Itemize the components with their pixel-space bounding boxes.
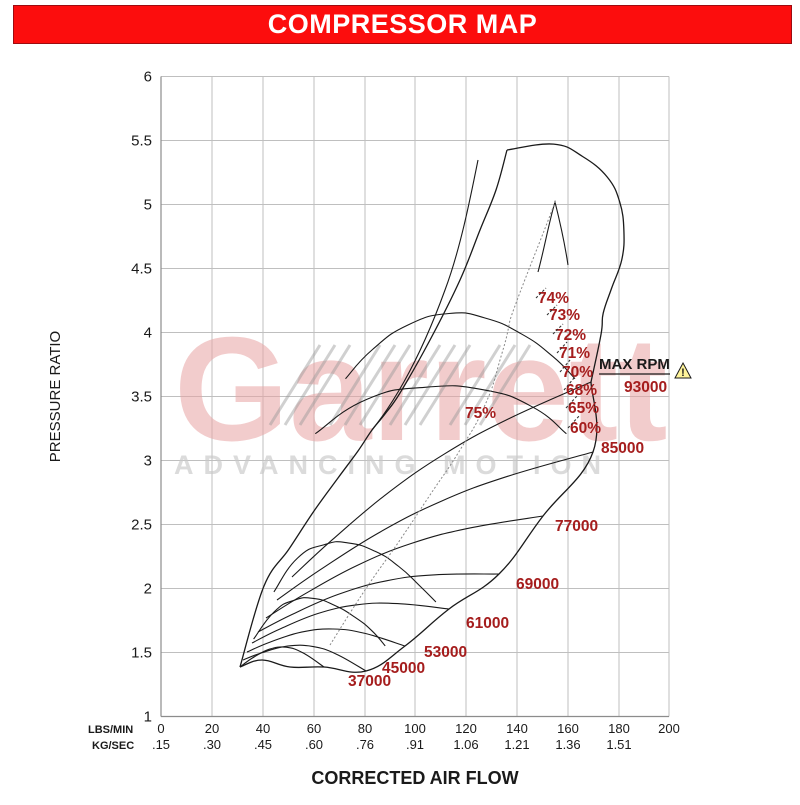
svg-text:.76: .76 [356,737,374,752]
svg-text:85000: 85000 [601,440,644,457]
svg-text:180: 180 [608,721,630,736]
svg-text:70%: 70% [562,364,593,381]
svg-text:75%: 75% [465,405,496,422]
svg-text:6: 6 [144,69,152,86]
svg-text:1.5: 1.5 [131,645,152,662]
svg-text:1.06: 1.06 [453,737,478,752]
svg-text:0: 0 [157,721,164,736]
svg-text:.30: .30 [203,737,221,752]
svg-text:100: 100 [404,721,426,736]
svg-text:73%: 73% [549,307,580,324]
svg-text:.60: .60 [305,737,323,752]
svg-text:.45: .45 [254,737,272,752]
svg-text:69000: 69000 [516,576,559,593]
svg-text:4: 4 [144,325,152,342]
svg-text:77000: 77000 [555,518,598,535]
svg-text:140: 140 [506,721,528,736]
svg-text:MAX RPM: MAX RPM [599,356,670,373]
svg-text:!: ! [681,367,685,379]
svg-text:1.51: 1.51 [606,737,631,752]
svg-text:120: 120 [455,721,477,736]
svg-text:CORRECTED AIR FLOW: CORRECTED AIR FLOW [311,768,518,788]
svg-text:65%: 65% [568,400,599,417]
svg-text:60: 60 [307,721,321,736]
svg-text:68%: 68% [566,382,597,399]
svg-text:PRESSURE RATIO: PRESSURE RATIO [47,331,64,462]
svg-text:60%: 60% [570,420,601,437]
svg-text:74%: 74% [538,290,569,307]
svg-text:2: 2 [144,581,152,598]
svg-text:93000: 93000 [624,379,667,396]
svg-text:5.5: 5.5 [131,133,152,150]
svg-text:80: 80 [358,721,372,736]
svg-text:3: 3 [144,453,152,470]
svg-text:45000: 45000 [382,660,425,677]
svg-text:71%: 71% [559,345,590,362]
svg-text:2.5: 2.5 [131,517,152,534]
svg-text:.15: .15 [152,737,170,752]
svg-text:61000: 61000 [466,615,509,632]
svg-text:KG/SEC: KG/SEC [92,740,134,752]
svg-text:72%: 72% [555,327,586,344]
svg-text:1.21: 1.21 [504,737,529,752]
svg-text:200: 200 [658,721,680,736]
svg-text:5: 5 [144,197,152,214]
svg-text:1: 1 [144,709,152,726]
svg-text:53000: 53000 [424,644,467,661]
svg-text:1.36: 1.36 [555,737,580,752]
svg-text:40: 40 [256,721,270,736]
svg-text:.91: .91 [406,737,424,752]
svg-text:LBS/MIN: LBS/MIN [88,724,133,736]
svg-text:4.5: 4.5 [131,261,152,278]
svg-text:3.5: 3.5 [131,389,152,406]
svg-text:20: 20 [205,721,219,736]
svg-text:160: 160 [557,721,579,736]
